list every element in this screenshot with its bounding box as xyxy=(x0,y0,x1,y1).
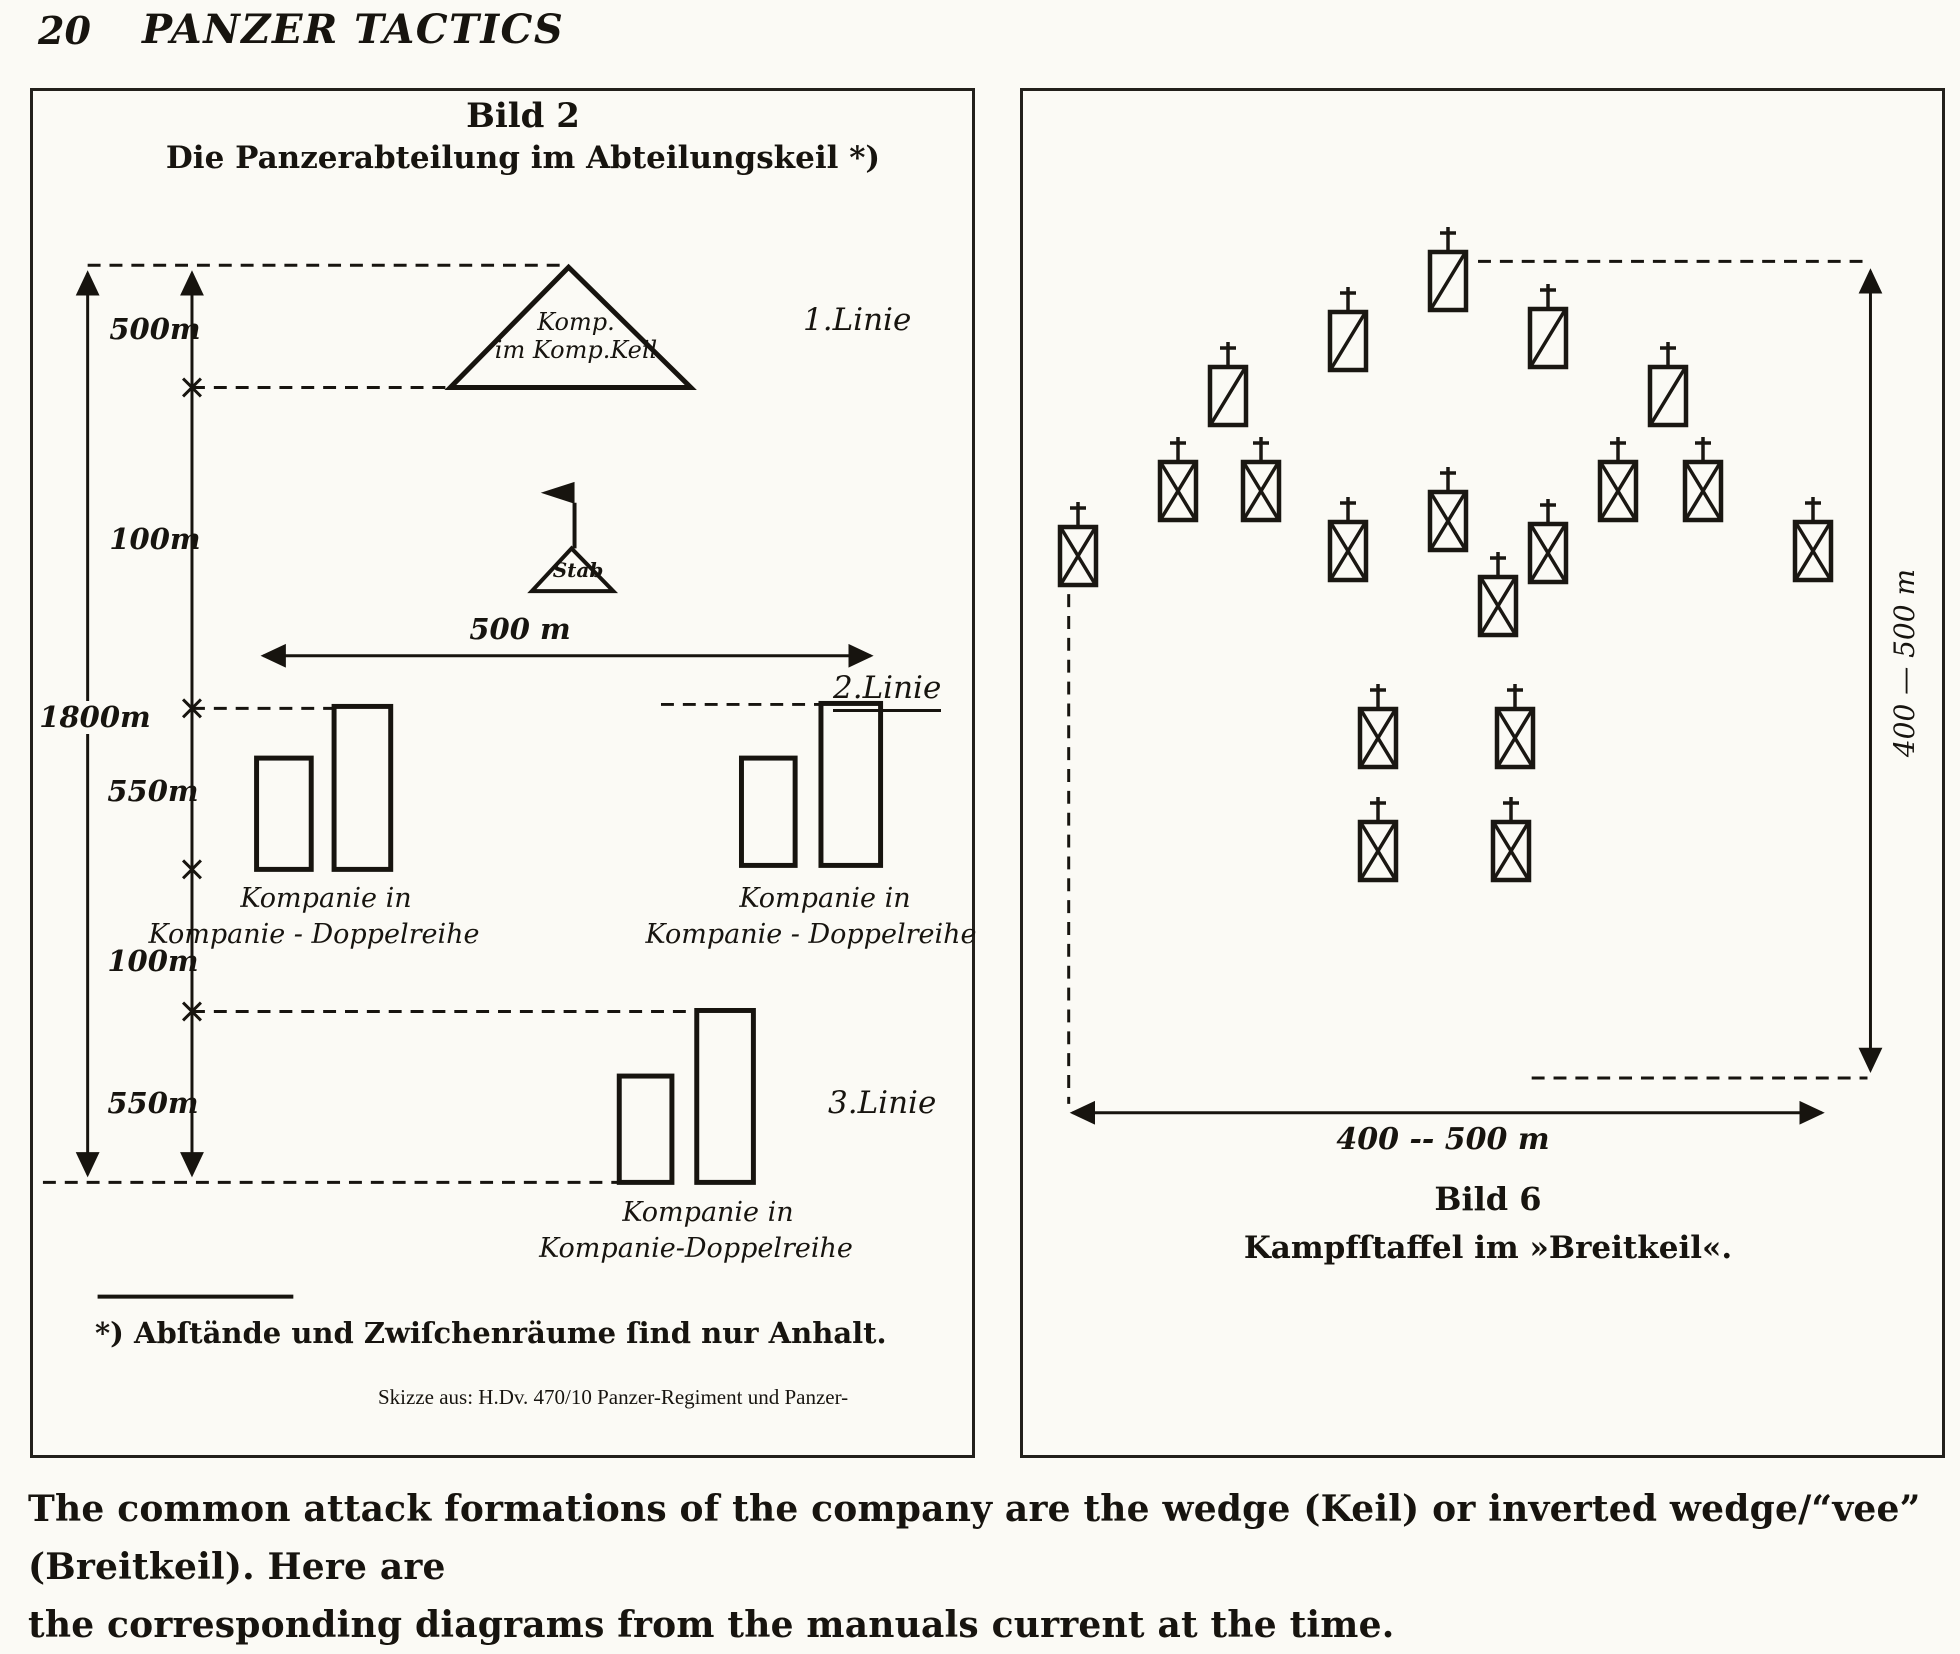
keil-company-label: Komp. im Komp.Keil xyxy=(494,308,658,364)
dim-label-frontage: 400 -- 500 m xyxy=(1336,1122,1550,1157)
company-rect-3linie-tall xyxy=(694,1007,756,1185)
tank-symbol-x xyxy=(1475,544,1521,640)
dim-label-depth: 400 — 500 m xyxy=(1888,569,1921,758)
stab-flag-icon xyxy=(540,481,575,504)
company-label-left-line2: Kompanie - Doppelreihe xyxy=(148,919,480,950)
company-label-right-line2: Kompanie - Doppelreihe xyxy=(645,919,977,950)
tank-symbol-x xyxy=(1055,494,1101,590)
label-1linie: 1.Linie xyxy=(803,302,912,338)
tank-symbol-x xyxy=(1790,489,1836,585)
tank-icon xyxy=(1597,437,1639,523)
stab-triangle xyxy=(527,545,619,594)
company-wedge-triangle xyxy=(444,263,697,390)
tank-icon xyxy=(1427,467,1469,553)
tank-icon xyxy=(1157,437,1199,523)
tank-symbol-x xyxy=(1525,491,1571,587)
tank-icon xyxy=(1057,502,1099,588)
tank-symbol-x xyxy=(1425,459,1471,555)
dim-tick-4 xyxy=(181,1001,202,1022)
label-2linie: 2.Linie xyxy=(833,670,942,712)
tank-symbol-x xyxy=(1238,429,1284,525)
tank-symbol-slash xyxy=(1425,219,1471,315)
keil-company-label-line2: im Komp.Keil xyxy=(494,335,658,364)
tank-symbol-slash xyxy=(1205,334,1251,430)
page-title: PANZER TACTICS xyxy=(142,6,565,53)
tank-icon xyxy=(1357,797,1399,883)
label-stab: Stab xyxy=(552,558,604,582)
company-label-bottom-line2: Kompanie-Doppelreihe xyxy=(539,1233,853,1264)
tank-icon xyxy=(1527,284,1569,370)
tank-icon xyxy=(1477,552,1519,638)
figure-caption: The common attack formations of the comp… xyxy=(28,1480,1938,1654)
company-label-left-line1: Kompanie in xyxy=(240,883,412,914)
page-number: 20 xyxy=(38,8,91,53)
label-3linie: 3.Linie xyxy=(828,1085,937,1121)
tank-icon xyxy=(1682,437,1724,523)
figure-bild2-panel: Bild 2 Die Panzerabteilung im Abteilungs… xyxy=(30,88,977,1458)
dim-label-100m-b: 100m xyxy=(107,944,199,978)
keil-company-label-line1: Komp. xyxy=(537,308,615,336)
tank-symbol-x xyxy=(1488,789,1534,885)
company-rect-3linie-short xyxy=(616,1073,675,1185)
bild2-subtitle: Die Panzerabteilung im Abteilungskeil *) xyxy=(165,140,881,176)
company-label-bottom-line1: Kompanie in xyxy=(622,1197,794,1228)
tank-symbol-slash xyxy=(1645,334,1691,430)
tank-symbol-x xyxy=(1492,676,1538,772)
dim-label-1800m: 1800m xyxy=(34,700,156,735)
tank-icon xyxy=(1207,342,1249,428)
dim-tick-1 xyxy=(181,377,202,398)
tank-symbol-x xyxy=(1595,429,1641,525)
footnote: *) Abſtände und Zwiſchenräume ſind nur A… xyxy=(95,1316,887,1350)
company-rect-2linie-left-short xyxy=(254,755,314,872)
tank-symbol-x xyxy=(1325,489,1371,585)
tank-symbol-slash xyxy=(1525,276,1571,372)
tank-icon xyxy=(1327,497,1369,583)
dim-label-550m-a: 550m xyxy=(107,774,199,808)
figure-caption-line2: the corresponding diagrams from the manu… xyxy=(28,1604,1395,1646)
dim-tick-2 xyxy=(181,698,202,719)
dim-tick-3 xyxy=(181,859,202,880)
tank-icon xyxy=(1490,797,1532,883)
bild6-title: Bild 6 xyxy=(1434,1180,1542,1218)
source-credit: Skizze aus: H.Dv. 470/10 Panzer-Regiment… xyxy=(378,1385,849,1409)
tank-icon xyxy=(1647,342,1689,428)
label-500m-width: 500 m xyxy=(464,612,576,647)
company-label-right-line1: Kompanie in xyxy=(739,883,911,914)
tank-symbol-x xyxy=(1680,429,1726,525)
tank-icon xyxy=(1327,287,1369,373)
tank-icon xyxy=(1494,684,1536,770)
figure-caption-line1: The common attack formations of the comp… xyxy=(28,1488,1921,1588)
tank-icon xyxy=(1792,497,1834,583)
book-page: 20 PANZER TACTICS xyxy=(28,6,1945,1646)
tank-symbol-x xyxy=(1355,789,1401,885)
dim-label-550m-b: 550m xyxy=(107,1086,199,1120)
tank-symbol-slash xyxy=(1325,279,1371,375)
tank-layer xyxy=(1023,91,1942,1455)
tank-icon xyxy=(1427,227,1469,313)
bild6-subtitle: Kampfſtaffel im »Breitkeil«. xyxy=(1243,1230,1733,1266)
bild6-line-art xyxy=(1067,259,1883,1125)
company-rect-2linie-right-short xyxy=(738,755,798,868)
tank-icon xyxy=(1240,437,1282,523)
figure-bild6-panel: 400 — 500 m 400 -- 500 m Bild 6 Kampfſta… xyxy=(1020,88,1945,1458)
dim-label-100m-a: 100m xyxy=(109,522,201,556)
tank-symbol-x xyxy=(1355,676,1401,772)
bild2-line-art xyxy=(42,263,884,1299)
company-rect-2linie-left-tall xyxy=(331,703,394,872)
dim-label-500m: 500m xyxy=(109,312,201,346)
company-rect-2linie-right-tall xyxy=(818,700,884,868)
bild2-title: Bild 2 xyxy=(466,96,580,136)
tank-icon xyxy=(1527,499,1569,585)
tank-symbol-x xyxy=(1155,429,1201,525)
tank-icon xyxy=(1357,684,1399,770)
